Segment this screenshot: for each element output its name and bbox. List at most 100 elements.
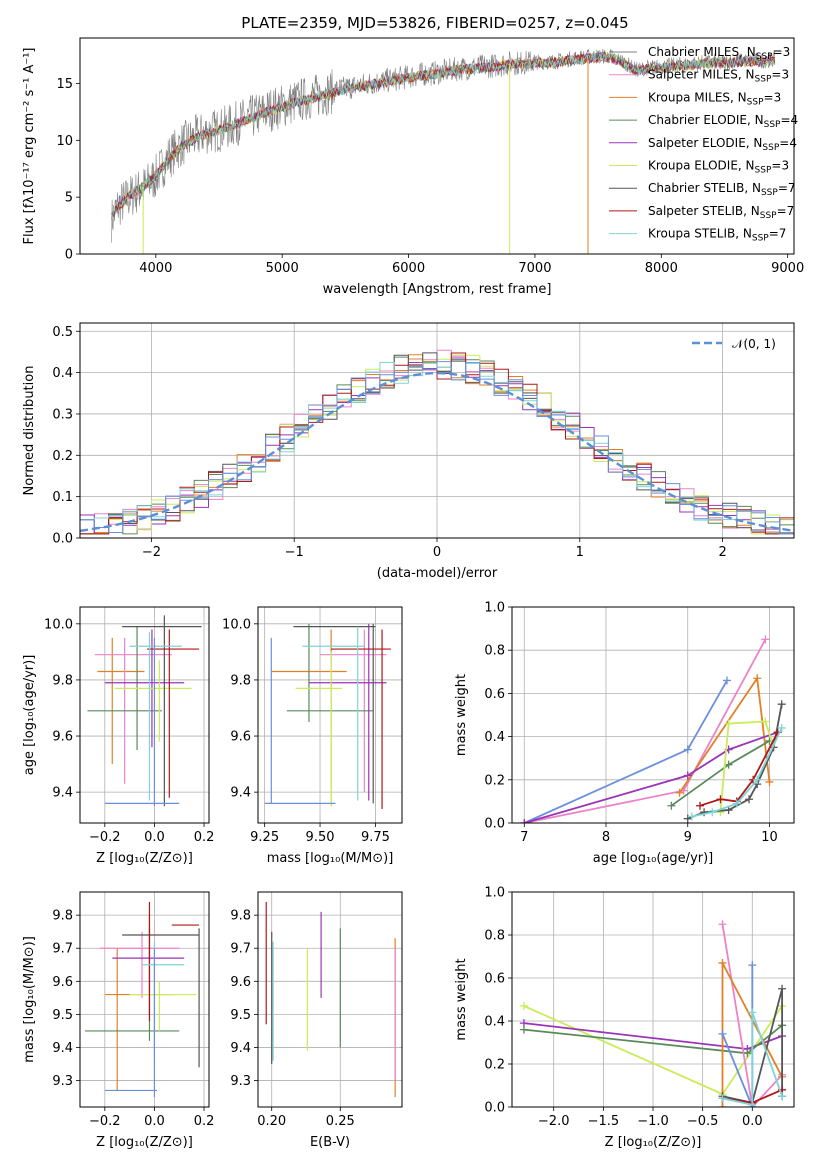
age_vs_Z-frame	[79, 606, 210, 824]
weight_vs_Z-x-tick-label: −0.5	[687, 1114, 719, 1129]
age_vs_Z-x-tick-label: −0.2	[89, 830, 121, 845]
model-fit-line	[111, 51, 776, 221]
mass-weight-marker	[708, 808, 717, 817]
weight_vs_age-x-axis-label: age [log₁₀(age/yr)]	[593, 851, 714, 866]
chart-age_vs_Z: −0.2 0.0 0.2 9.4 9.6 9.8 10.0 Z [log₁₀(Z/Z⊙)] ag…	[22, 606, 214, 866]
mass-weight-marker	[761, 635, 770, 644]
mass-weight-line	[722, 988, 783, 1104]
chart-residuals: −2 −1 0 1 2 0.0 0.1 0.2 0.3 0.4 0.5 (data-model)/er…	[22, 322, 795, 581]
mass-weight-marker	[722, 676, 731, 685]
mass-weight-marker	[519, 1001, 528, 1010]
legend-entry: Chabrier MILES, NSSP=3	[648, 45, 790, 62]
mass_vs_EBV-x-tick-label: 0.25	[326, 1114, 355, 1129]
legend-entry: Salpeter ELODIE, NSSP=4	[648, 136, 797, 153]
legend-name: Kroupa MILES, N	[648, 90, 747, 104]
weight_vs_Z-y-tick-label: 0.2	[484, 1058, 505, 1073]
chart-mass_vs_EBV: 0.20 0.25 9.3 9.4 9.5 9.6 9.7 9.8 E(B-V)	[230, 891, 403, 1150]
spectrum-y-tick-label: 10	[56, 134, 73, 149]
legend-sub: SSP	[762, 143, 779, 153]
mass-weight-marker	[683, 771, 692, 780]
residuals-x-tick-label: −2	[142, 545, 161, 560]
age_vs_mass-y-tick-label: 9.6	[230, 730, 251, 745]
legend-suffix: =3	[771, 68, 789, 82]
legend-suffix: =3	[773, 45, 791, 59]
spectrum-y-axis-label: Flux [fλ10⁻¹⁷ erg cm⁻² s⁻¹ A⁻¹]	[22, 48, 37, 245]
weight_vs_age-y-tick-label: 0.2	[484, 773, 505, 788]
mass-weight-marker	[748, 961, 757, 970]
mass-weight-marker	[519, 1025, 528, 1034]
mass_vs_Z-x-tick-label: 0.2	[194, 1114, 215, 1129]
mass_vs_EBV-y-tick-label: 9.7	[230, 942, 251, 957]
mass_vs_Z-x-tick-label: −0.2	[89, 1114, 121, 1129]
age_vs_mass-x-tick-label: 9.50	[306, 830, 335, 845]
chart-weight_vs_Z: −2.0 −1.5 −1.0 −0.5 0.0 0.0 0.2 0.4 0.6 0.8 1.0 Z […	[454, 886, 795, 1150]
legend-name: Salpeter ELODIE, N	[648, 136, 762, 150]
spectrum-y-tick-label: 0	[65, 248, 73, 263]
legend-sub: SSP	[760, 211, 777, 221]
legend-suffix: =3	[764, 90, 782, 104]
weight_vs_age-frame	[511, 606, 795, 824]
mass-weight-marker	[753, 674, 762, 683]
figure-title: PLATE=2359, MJD=53826, FIBERID=0257, z=0…	[241, 14, 628, 32]
mass_vs_Z-x-axis-label: Z [log₁₀(Z/Z⊙)]	[96, 1135, 193, 1150]
residuals-x-tick-label: −1	[285, 545, 304, 560]
mass-weight-line	[721, 924, 783, 1107]
mass-weight-marker	[743, 1049, 752, 1058]
weight_vs_Z-x-tick-label: −2.0	[538, 1114, 570, 1129]
mass_vs_EBV-y-tick-label: 9.3	[230, 1074, 251, 1089]
weight_vs_Z-x-tick-label: −1.5	[588, 1114, 620, 1129]
legend-sub: SSP	[755, 166, 772, 176]
weight_vs_Z-y-tick-label: 1.0	[484, 886, 505, 901]
age_vs_mass-y-tick-label: 9.8	[230, 673, 251, 688]
residuals-y-tick-label: 0.4	[52, 366, 73, 381]
spectrum-plot-area	[111, 48, 776, 254]
weight_vs_Z-y-axis-label: mass weight	[454, 958, 469, 1040]
mass-weight-marker	[675, 788, 684, 797]
mass_vs_EBV-x-tick-label: 0.20	[257, 1114, 286, 1129]
mass_vs_EBV-y-tick-label: 9.4	[230, 1041, 251, 1056]
residuals-y-tick-label: 0.2	[52, 449, 73, 464]
residuals-plot-area	[80, 349, 794, 535]
legend-suffix: =7	[777, 204, 795, 218]
mass-weight-line	[524, 638, 767, 823]
mass_vs_Z-frame	[79, 891, 210, 1108]
mass-weight-marker	[724, 719, 733, 728]
mass-weight-marker	[765, 777, 774, 786]
residuals-x-tick-label: 2	[718, 545, 726, 560]
weight_vs_age-x-tick-label: 10	[761, 830, 778, 845]
weight_vs_Z-frame	[511, 891, 795, 1108]
mass-weight-marker	[777, 700, 786, 709]
mass-weight-marker	[718, 1094, 727, 1103]
residuals-y-tick-label: 0.1	[52, 490, 73, 505]
mass-weight-marker	[718, 1103, 727, 1107]
mass_vs_Z-y-tick-label: 9.8	[52, 909, 73, 924]
residuals-y-tick-label: 0.3	[52, 407, 73, 422]
mass-weight-marker	[777, 723, 786, 732]
legend-entry: Kroupa MILES, NSSP=3	[648, 90, 781, 107]
age_vs_mass-plot-area	[264, 623, 391, 809]
residuals-frame	[79, 322, 795, 539]
age_vs_Z-y-axis-label: age [log₁₀(age/yr)]	[22, 655, 37, 776]
legend-entry: Kroupa STELIB, NSSP=7	[648, 227, 786, 244]
mass_vs_Z-plot-area	[84, 901, 200, 1098]
spectrum-y-tick-label: 5	[65, 191, 73, 206]
legend-suffix: =4	[779, 136, 797, 150]
age_vs_Z-y-tick-label: 9.8	[52, 673, 73, 688]
legend-name: Salpeter MILES, N	[648, 68, 755, 82]
plots-layer: 4000 5000 6000 7000 8000 9000051015wavelength…	[22, 37, 804, 1150]
mass-weight-marker	[778, 984, 787, 993]
mass_vs_Z-y-tick-label: 9.6	[52, 975, 73, 990]
residual-histogram-step	[80, 361, 794, 535]
mass-weight-marker	[718, 958, 727, 967]
spectrum-x-tick-label: 9000	[771, 261, 804, 276]
spectrum-x-tick-label: 8000	[645, 261, 678, 276]
weight_vs_age-y-tick-label: 1.0	[484, 601, 505, 616]
residuals-y-axis-label: Normed distribution	[22, 366, 37, 496]
mass-weight-line	[524, 731, 778, 823]
mass_vs_Z-y-tick-label: 9.3	[52, 1074, 73, 1089]
legend-sub: SSP	[764, 120, 781, 130]
weight_vs_age-y-axis-label: mass weight	[454, 674, 469, 756]
mass-weight-marker	[748, 1100, 757, 1107]
mass_vs_Z-y-tick-label: 9.5	[52, 1008, 73, 1023]
